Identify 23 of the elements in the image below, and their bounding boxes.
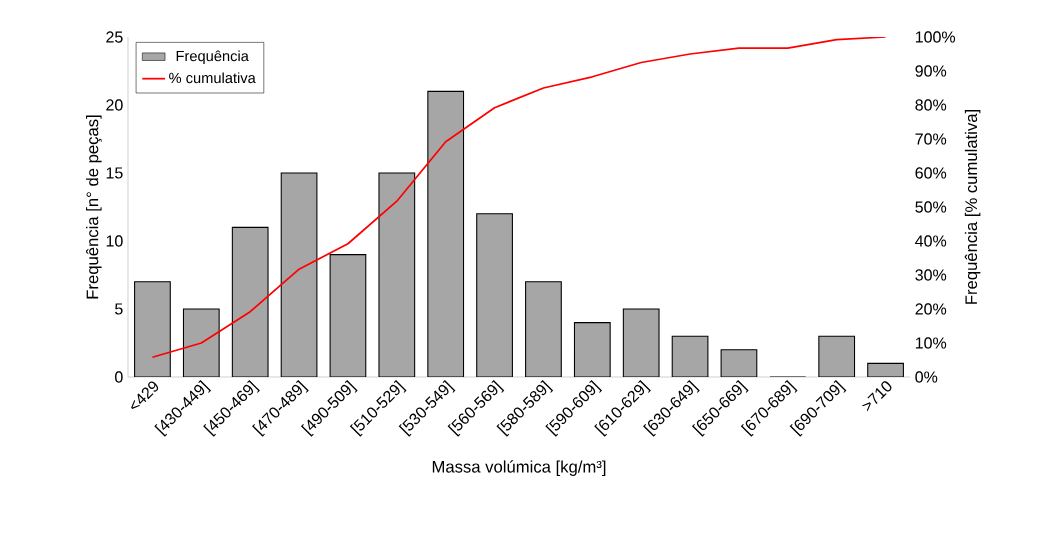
y2-axis-title: Frequência [% cumulativa] <box>964 110 981 304</box>
y2-tick-label: 60% <box>915 167 947 179</box>
line-series <box>151 37 887 359</box>
y2-tick-label: 50% <box>915 201 947 213</box>
y2-tick-label: 100% <box>915 31 956 43</box>
y-tick-label: 10 <box>106 235 123 247</box>
y-tick-label: 15 <box>106 167 123 179</box>
y-tick-label: 25 <box>106 31 123 43</box>
y2-tick-label: 90% <box>915 65 947 77</box>
y-tick-label: 20 <box>106 99 123 111</box>
y2-tick-label: 10% <box>915 337 947 349</box>
y2-tick-label: 40% <box>915 235 947 247</box>
legend-label: Frequência <box>176 50 249 65</box>
y2-tick-label: 80% <box>915 99 947 111</box>
y-tick-label: 5 <box>115 303 123 315</box>
y-tick-label: 0 <box>115 371 123 383</box>
y2-tick-label: 0% <box>915 371 938 383</box>
y2-tick-label: 70% <box>915 133 947 145</box>
y-axis-title: Frequência [n° de peças] <box>86 115 102 299</box>
y2-tick-label: 30% <box>915 269 947 281</box>
y2-tick-label: 20% <box>915 303 947 315</box>
x-axis-title: Massa volúmica [kg/m³] <box>432 460 606 476</box>
legend-label: % cumulativa <box>169 72 256 84</box>
